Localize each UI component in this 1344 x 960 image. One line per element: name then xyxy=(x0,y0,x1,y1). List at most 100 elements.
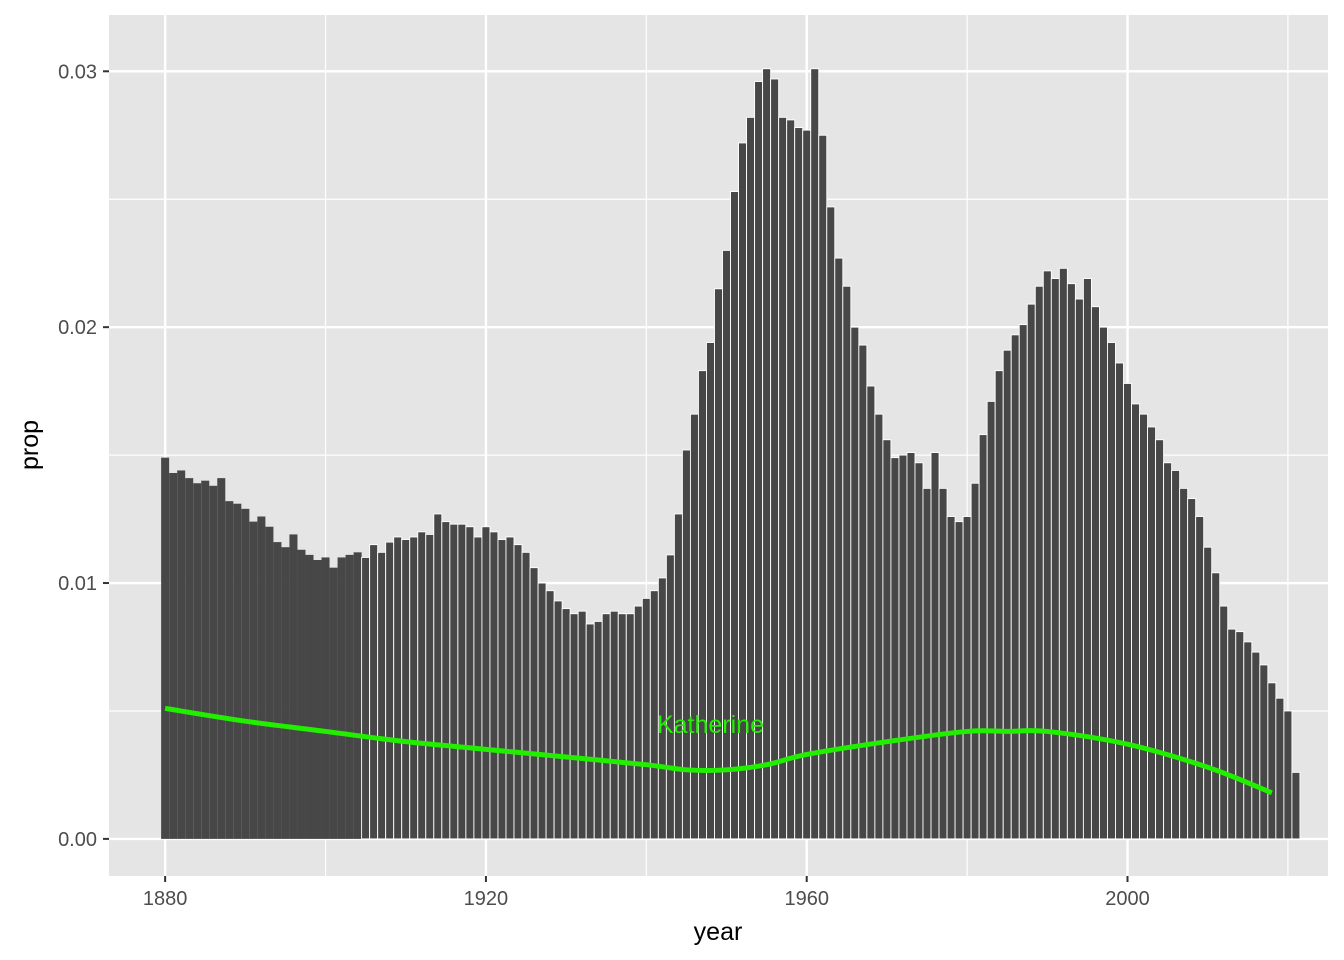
bar xyxy=(641,597,651,840)
bar xyxy=(1131,403,1140,840)
bar xyxy=(778,116,788,840)
bar xyxy=(810,68,820,840)
bar xyxy=(1098,326,1108,840)
bar xyxy=(465,526,475,840)
bar xyxy=(361,556,371,840)
bar xyxy=(313,560,322,839)
bar xyxy=(161,457,170,839)
bar xyxy=(577,610,587,840)
annotation-label: Katherine xyxy=(657,711,764,739)
bar xyxy=(1291,771,1301,840)
bar xyxy=(978,434,988,840)
bar xyxy=(505,536,515,840)
bar xyxy=(850,326,860,840)
bar xyxy=(345,554,354,839)
bar xyxy=(201,480,210,839)
bar xyxy=(874,413,884,840)
bar xyxy=(954,521,964,840)
bar xyxy=(401,539,411,840)
bar xyxy=(794,127,804,840)
bar xyxy=(553,600,563,840)
bar xyxy=(257,516,266,839)
bar xyxy=(609,610,619,840)
bar xyxy=(1251,651,1261,840)
bar xyxy=(1066,283,1076,840)
bar xyxy=(569,613,579,840)
bar xyxy=(521,551,531,840)
bar xyxy=(409,536,419,840)
y-tick-label: 0.02 xyxy=(58,317,97,339)
x-tick-label: 1920 xyxy=(464,888,509,910)
bar xyxy=(938,487,948,840)
bar xyxy=(689,413,699,840)
bar xyxy=(617,613,627,840)
bar xyxy=(673,513,683,840)
bar xyxy=(1211,572,1221,840)
bar xyxy=(377,551,387,840)
bar xyxy=(970,482,980,840)
bar xyxy=(1283,710,1293,840)
y-tick-label: 0.01 xyxy=(58,573,97,595)
bar xyxy=(994,370,1004,840)
bar xyxy=(289,534,298,839)
bar xyxy=(1139,413,1149,840)
y-axis: 0.00 0.01 0.02 0.03 xyxy=(58,61,109,851)
bar xyxy=(1187,498,1197,840)
x-tick-label: 1880 xyxy=(143,888,188,910)
x-axis: 1880 1920 1960 2000 xyxy=(143,876,1150,910)
bar xyxy=(305,554,314,839)
bar xyxy=(185,478,194,839)
bar xyxy=(1018,324,1028,840)
bar xyxy=(1115,362,1124,840)
x-axis-title: year xyxy=(694,918,743,946)
bar xyxy=(1058,267,1068,840)
bar xyxy=(706,342,715,840)
bar xyxy=(513,544,523,840)
bar xyxy=(177,470,186,839)
bar xyxy=(1147,426,1157,840)
bar xyxy=(1107,342,1116,840)
bar xyxy=(1026,303,1036,840)
bar xyxy=(385,541,395,840)
bar xyxy=(497,539,507,840)
bar xyxy=(722,249,731,840)
bar xyxy=(898,454,908,840)
bar xyxy=(1179,487,1189,840)
bar xyxy=(1227,628,1237,840)
bar xyxy=(1155,439,1165,840)
bar xyxy=(1267,682,1277,840)
bar xyxy=(297,549,306,839)
bar xyxy=(473,536,483,840)
bar xyxy=(417,531,427,840)
x-tick-label: 2000 xyxy=(1105,888,1150,910)
bar xyxy=(593,620,603,840)
bar xyxy=(1090,306,1100,840)
bar xyxy=(1123,383,1132,840)
bar xyxy=(802,129,812,840)
bar xyxy=(225,501,234,839)
bar xyxy=(1259,664,1269,840)
trend-line xyxy=(164,705,1273,796)
bar xyxy=(353,552,362,839)
bar xyxy=(265,526,274,839)
bar xyxy=(922,487,932,840)
bar xyxy=(962,516,972,840)
bar xyxy=(329,567,338,839)
bar xyxy=(633,605,643,840)
bar xyxy=(537,582,547,840)
bar xyxy=(1010,334,1020,840)
y-axis-title: prop xyxy=(16,420,44,470)
x-tick-label: 1960 xyxy=(784,888,829,910)
bar xyxy=(786,119,796,840)
bar xyxy=(1235,631,1245,840)
bar xyxy=(217,478,226,839)
bar xyxy=(233,503,242,839)
bar xyxy=(842,285,852,840)
bar xyxy=(249,521,258,839)
bar xyxy=(545,590,555,840)
bar xyxy=(714,288,723,840)
bar xyxy=(1074,298,1084,840)
bar xyxy=(273,542,282,839)
bar xyxy=(882,439,892,840)
